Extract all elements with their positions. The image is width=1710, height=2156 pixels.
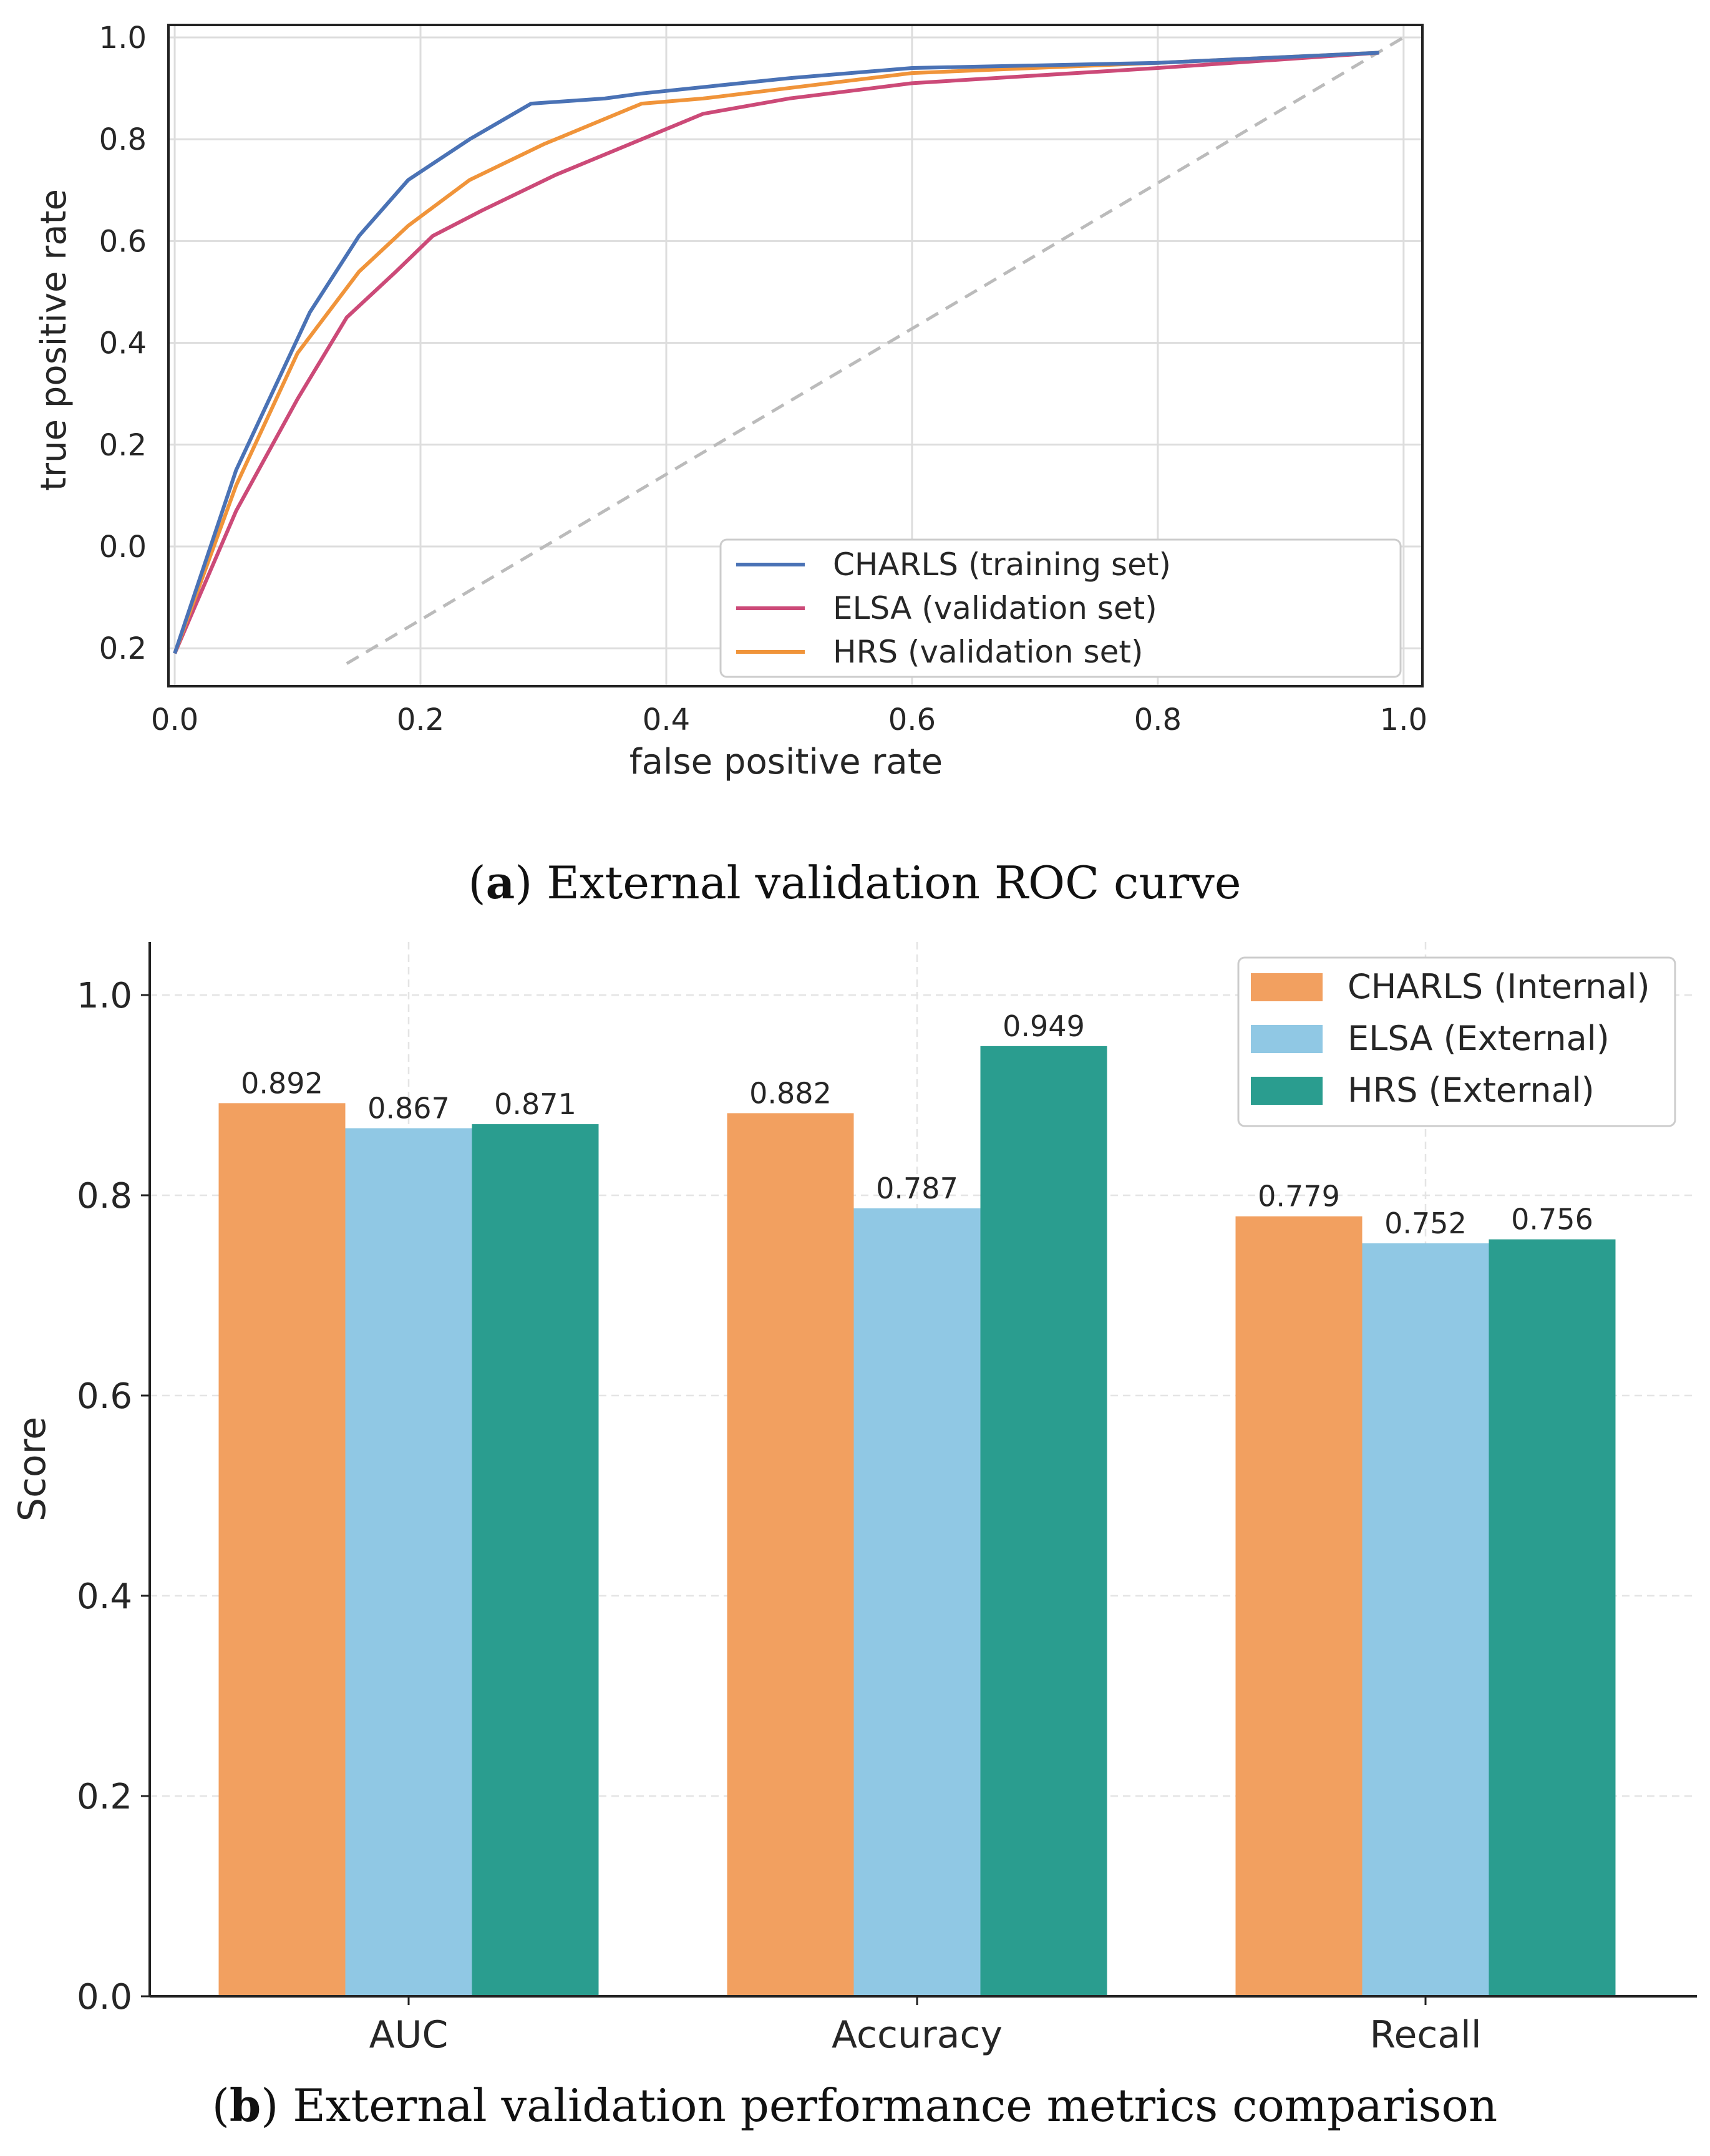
- bar-y-tick-label: 0.8: [77, 1176, 132, 1216]
- roc-x-tick-label: 0.6: [888, 702, 936, 737]
- roc-legend-label-hrs: HRS (validation set): [833, 634, 1143, 670]
- roc-line-charls: [173, 51, 1379, 654]
- roc-y-tick-label: 0.0: [99, 530, 147, 565]
- caption-b-letter: b: [230, 2079, 261, 2132]
- roc-x-tick-label: 0.0: [151, 702, 198, 737]
- bar-y-tick-label: 1.0: [77, 976, 132, 1016]
- bar-legend-swatch-elsa: [1251, 1025, 1323, 1053]
- bar-x-tick-label: Recall: [1369, 2013, 1481, 2057]
- roc-x-axis-label: false positive rate: [629, 742, 943, 782]
- roc-y-tick-label: 0.4: [99, 326, 147, 361]
- bar-value-label: 0.779: [1258, 1180, 1340, 1213]
- bar-hrs-recall: [1489, 1239, 1616, 1996]
- bar-value-labels: 0.892 0.882 0.779 0.867 0.787 0.752 0.871 0.949…: [241, 1009, 1593, 1240]
- bar-value-label: 0.949: [1003, 1009, 1085, 1043]
- roc-chart: 0.0 0.2 0.4 0.6 0.8 1.0 0.2 0.0 0.2 0.4 0.6 0.8 1.0…: [34, 21, 1427, 782]
- bar-y-tick-label: 0.0: [77, 1977, 132, 2018]
- bar-legend-swatch-hrs: [1251, 1077, 1323, 1105]
- bar-y-tick-label: 0.2: [77, 1777, 132, 1817]
- roc-x-tick-label: 0.8: [1134, 702, 1182, 737]
- roc-plot-frame: [167, 24, 1424, 687]
- roc-x-tick-label: 1.0: [1380, 702, 1427, 737]
- bar-charls-recall: [1235, 1216, 1363, 1996]
- bar-value-label: 0.882: [749, 1076, 832, 1110]
- bar-x-tick-label: AUC: [369, 2013, 449, 2057]
- bar-hrs-accuracy: [980, 1046, 1107, 1996]
- bar-y-tick-label: 0.4: [77, 1576, 132, 1617]
- roc-legend-label-elsa: ELSA (validation set): [833, 590, 1157, 626]
- bar-chart: 0.892 0.882 0.779 0.867 0.787 0.752 0.871 0.949…: [11, 942, 1697, 2057]
- roc-y-tick-label: 0.2: [99, 631, 147, 666]
- caption-b: (b) External validation performance metr…: [212, 2079, 1497, 2132]
- bar-charls-auc: [218, 1103, 346, 1996]
- bar-elsa-auc: [345, 1128, 472, 1996]
- bar-legend-label-charls: CHARLS (Internal): [1348, 967, 1650, 1006]
- bar-y-tick-labels: 0.0 0.2 0.4 0.6 0.8 1.0: [77, 976, 150, 2018]
- bar-hrs-auc: [472, 1124, 599, 1996]
- roc-legend-box: [719, 538, 1402, 678]
- caption-b-text: External validation performance metrics …: [278, 2079, 1497, 2132]
- roc-x-tick-label: 0.4: [643, 702, 690, 737]
- roc-y-tick-label: 0.6: [99, 224, 147, 259]
- roc-y-tick-label: 0.8: [99, 122, 147, 157]
- bar-value-label: 0.752: [1384, 1207, 1467, 1240]
- roc-y-tick-labels: 0.2 0.0 0.2 0.4 0.6 0.8 1.0: [99, 21, 147, 666]
- bar-x-tick-label: Accuracy: [832, 2013, 1003, 2057]
- caption-a-text: External validation ROC curve: [532, 857, 1241, 909]
- bar-y-axis-label: Score: [11, 1417, 54, 1522]
- bar-legend-label-hrs: HRS (External): [1348, 1071, 1595, 1110]
- roc-y-tick-label: 0.2: [99, 428, 147, 463]
- bar-x-tick-labels: AUC Accuracy Recall: [369, 1996, 1482, 2057]
- roc-chance-line: [346, 36, 1405, 665]
- bar-value-label: 0.787: [876, 1172, 958, 1205]
- roc-line-hrs: [173, 51, 1379, 654]
- roc-legend-label-charls: CHARLS (training set): [833, 546, 1171, 583]
- roc-series-lines: [173, 36, 1405, 665]
- roc-line-elsa: [173, 51, 1379, 654]
- caption-a: (a) External validation ROC curve: [469, 856, 1241, 909]
- bar-value-label: 0.871: [494, 1087, 576, 1121]
- bar-y-tick-label: 0.6: [77, 1376, 132, 1417]
- roc-y-tick-label: 1.0: [99, 21, 147, 56]
- bar-value-label: 0.867: [367, 1091, 450, 1125]
- bar-elsa-recall: [1362, 1243, 1489, 1996]
- roc-x-tick-labels: 0.0 0.2 0.4 0.6 0.8 1.0: [151, 702, 1427, 737]
- bar-legend-swatch-charls: [1251, 973, 1323, 1001]
- roc-x-tick-label: 0.2: [397, 702, 444, 737]
- bar-charls-accuracy: [727, 1113, 854, 1996]
- bar-elsa-accuracy: [853, 1208, 981, 1996]
- bar-series-bars: [218, 1046, 1616, 1996]
- bar-legend: CHARLS (Internal) ELSA (External) HRS (E…: [1237, 956, 1676, 1127]
- bar-value-label: 0.756: [1511, 1203, 1593, 1236]
- bar-legend-label-elsa: ELSA (External): [1348, 1019, 1610, 1058]
- caption-a-letter: a: [486, 856, 515, 909]
- roc-legend: CHARLS (training set) ELSA (validation s…: [719, 538, 1402, 678]
- bar-value-label: 0.892: [241, 1066, 323, 1100]
- roc-y-axis-label: true positive rate: [34, 189, 74, 491]
- bar-legend-box: [1237, 956, 1676, 1127]
